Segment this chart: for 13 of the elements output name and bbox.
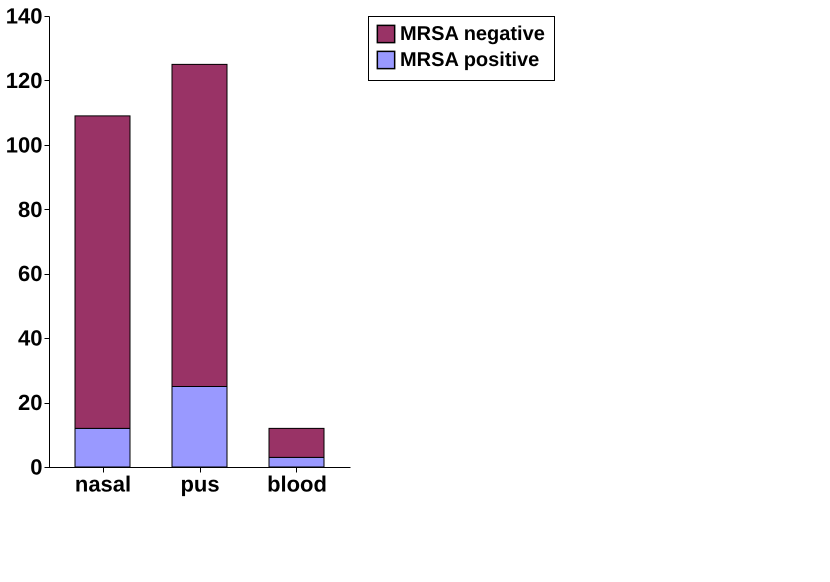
legend-label: MRSA positive xyxy=(400,49,540,71)
y-tick-label: 100 xyxy=(6,132,42,158)
y-tick-label: 40 xyxy=(18,326,42,351)
y-tick-label: 0 xyxy=(30,454,42,480)
legend-label: MRSA negative xyxy=(400,23,545,45)
x-tick-label: blood xyxy=(267,472,327,496)
y-tick-label: 140 xyxy=(6,4,42,28)
y-tick-label: 120 xyxy=(6,68,42,93)
y-tick-label: 60 xyxy=(18,261,42,286)
y-tick-label: 20 xyxy=(18,390,42,416)
x-tick-label: nasal xyxy=(74,472,132,496)
x-tick-label: pus xyxy=(180,472,220,496)
y-tick-label: 80 xyxy=(18,196,42,222)
